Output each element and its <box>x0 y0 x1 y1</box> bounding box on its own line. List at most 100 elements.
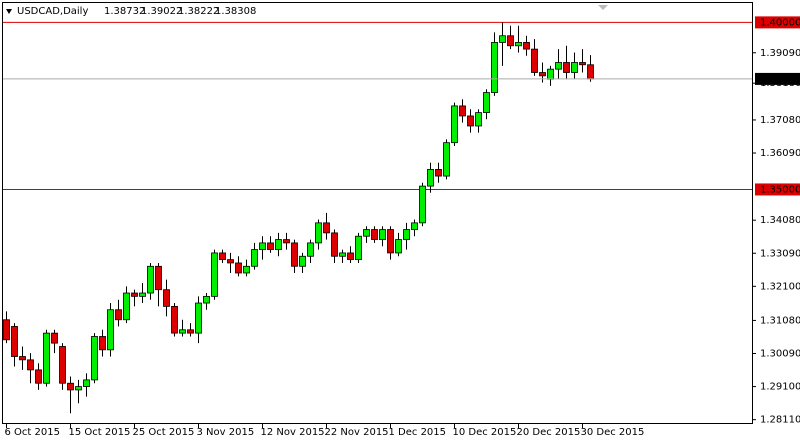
price-tag <box>755 72 800 85</box>
y-tick-label: 1.33090 <box>760 248 800 259</box>
x-tick-label: 12 Nov 2015 <box>261 427 325 438</box>
candle-body <box>315 222 322 244</box>
candle-body <box>75 386 82 391</box>
candle-body <box>483 92 490 113</box>
ohlc-low: 1.38222 <box>178 6 219 17</box>
candle-body <box>403 229 410 240</box>
x-tick-label: 25 Oct 2015 <box>133 427 195 438</box>
candle-body <box>67 382 74 391</box>
candle-body <box>291 242 298 267</box>
y-tick-label: 1.31080 <box>760 315 800 326</box>
candle-body <box>531 48 538 73</box>
y-tick-label: 1.36090 <box>760 148 800 159</box>
ohlc-close: 1.38308 <box>215 6 256 17</box>
candle-body <box>459 105 466 117</box>
candle-body <box>179 329 186 334</box>
candle-body <box>435 168 442 177</box>
x-tick-label: 6 Oct 2015 <box>5 427 60 438</box>
candle-body <box>419 185 426 224</box>
y-tick-label: 1.39090 <box>760 48 800 59</box>
candle-body <box>59 346 66 384</box>
candle-body <box>563 62 570 73</box>
candle-body <box>347 252 354 261</box>
candle-body <box>523 42 530 50</box>
candle-body <box>451 105 458 144</box>
candle-body <box>211 252 218 297</box>
x-tick-label: 20 Dec 2015 <box>517 427 581 438</box>
candle-body <box>3 319 10 341</box>
x-tick-label: 15 Oct 2015 <box>69 427 131 438</box>
candle-body <box>355 235 362 261</box>
x-tick-label: 1 Dec 2015 <box>389 427 447 438</box>
candle-body <box>411 222 418 230</box>
candle-body <box>243 265 250 274</box>
candle-body <box>115 309 122 321</box>
candle-body <box>499 35 506 43</box>
candle-body <box>587 64 594 80</box>
level-tag <box>755 16 800 29</box>
candle-body <box>283 239 290 244</box>
candle-body <box>195 302 202 334</box>
candle-body <box>251 249 258 267</box>
y-tick-label: 1.37080 <box>760 115 800 126</box>
candle-body <box>203 295 210 304</box>
candle-body <box>235 262 242 274</box>
candle-body <box>443 142 450 177</box>
level-label: 1.40000 <box>760 17 800 28</box>
candle-body <box>547 68 554 80</box>
x-tick-label: 22 Nov 2015 <box>325 427 389 438</box>
candle-body <box>379 229 386 240</box>
candle-body <box>491 42 498 93</box>
candle-body <box>11 326 18 357</box>
candle-body <box>83 379 90 387</box>
candle-body <box>339 252 346 257</box>
candle-body <box>267 242 274 250</box>
ohlc-open: 1.38732 <box>104 6 145 17</box>
candle-body <box>131 292 138 297</box>
candle-body <box>43 332 50 384</box>
x-tick-label: 10 Dec 2015 <box>453 427 517 438</box>
candle-body <box>219 252 226 261</box>
level-label: 1.35000 <box>760 184 800 195</box>
candle-body <box>259 242 266 250</box>
candle-body <box>331 232 338 257</box>
candle-body <box>91 336 98 381</box>
candle-body <box>171 305 178 334</box>
candle-body <box>227 259 234 264</box>
candle-body <box>371 229 378 240</box>
header: USDCAD,Daily 1.38732 1.39022 1.38222 1.3… <box>17 6 256 17</box>
candle-body <box>139 292 146 297</box>
level-tag <box>755 183 800 196</box>
y-tick-label: 1.32100 <box>760 281 800 292</box>
candle-body <box>363 229 370 237</box>
candle-body <box>323 222 330 234</box>
candle-body <box>147 265 154 294</box>
menu-arrow[interactable] <box>6 9 12 14</box>
candle-body <box>107 309 114 351</box>
candle-body <box>307 242 314 257</box>
price-label: 1.38308 <box>760 74 800 85</box>
candle-body <box>515 42 522 47</box>
candle-body <box>163 289 170 307</box>
candle-body <box>427 168 434 187</box>
candle-body <box>475 112 482 127</box>
candle-body <box>19 356 26 361</box>
candles <box>3 22 594 414</box>
y-tick-label: 1.34080 <box>760 215 800 226</box>
candle-body <box>299 255 306 267</box>
candle-body <box>35 369 42 384</box>
candle-body <box>27 359 34 371</box>
candle-body <box>187 329 194 334</box>
candle-body <box>555 62 562 70</box>
candle-body <box>395 239 402 254</box>
candle-body <box>387 229 394 254</box>
y-tick-label: 1.29100 <box>760 382 800 393</box>
candle-body <box>579 62 586 66</box>
plot-frame <box>2 2 753 424</box>
y-tick-label: 1.30090 <box>760 349 800 360</box>
candle-body <box>155 265 162 291</box>
shift-marker <box>598 5 608 10</box>
candle-body <box>275 239 282 250</box>
